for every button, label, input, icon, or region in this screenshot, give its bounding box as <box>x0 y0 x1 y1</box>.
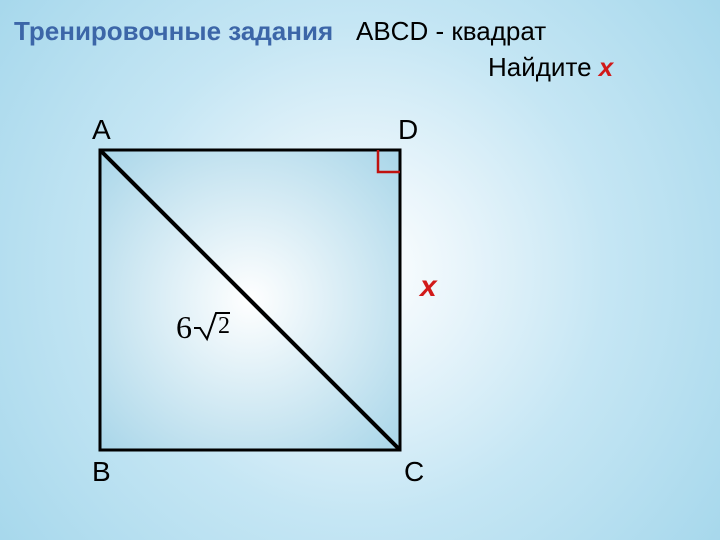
diagonal-coefficient: 6 <box>176 309 192 346</box>
vertex-label-b: B <box>92 456 111 488</box>
sqrt-symbol: 2 <box>192 308 232 343</box>
diagonal-label-6sqrt2: 6 2 <box>176 308 232 346</box>
edge-label-x: x <box>420 270 437 304</box>
vertex-label-a: A <box>92 114 111 146</box>
vertex-label-d: D <box>398 114 418 146</box>
vertex-label-c: C <box>404 456 424 488</box>
radicand: 2 <box>218 313 230 339</box>
